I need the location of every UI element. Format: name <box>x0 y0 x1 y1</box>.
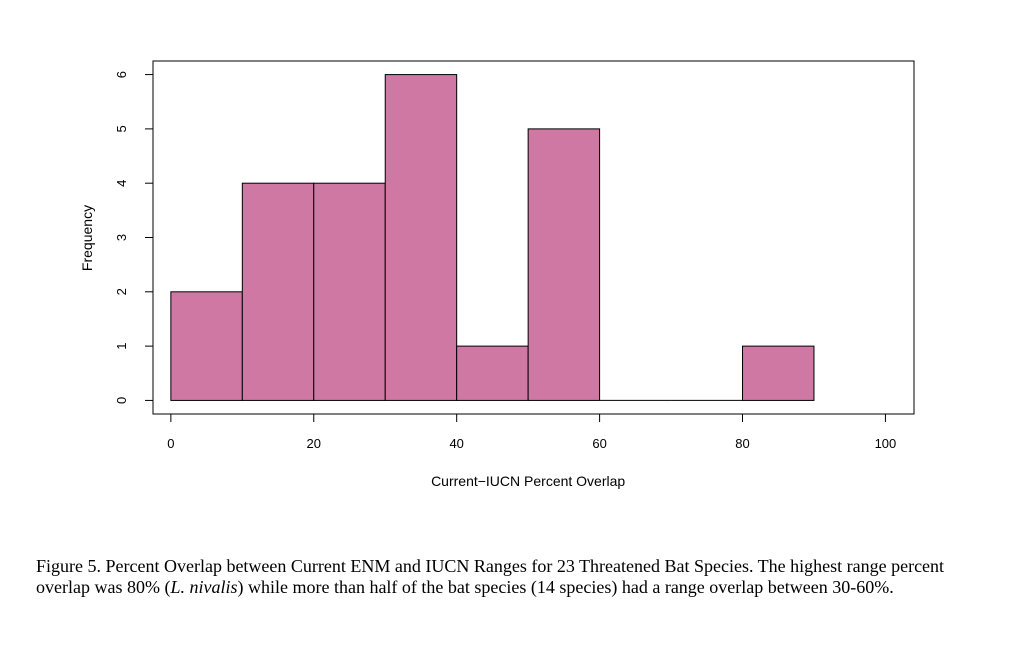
x-axis-label: Current−IUCN Percent Overlap <box>431 473 625 489</box>
x-tick-label: 100 <box>875 436 897 451</box>
caption-species-name: L. nivalis <box>170 577 238 597</box>
x-tick-label: 60 <box>592 436 606 451</box>
histogram-bar <box>456 345 529 401</box>
histogram-bar <box>313 182 386 401</box>
x-tick-label: 40 <box>449 436 463 451</box>
histogram-bar <box>241 182 315 401</box>
y-tick-label: 6 <box>114 71 129 78</box>
figure-caption: Figure 5. Percent Overlap between Curren… <box>36 556 986 598</box>
histogram-bar <box>170 291 243 401</box>
y-tick-label: 4 <box>114 180 129 187</box>
y-tick-label: 1 <box>114 342 129 349</box>
x-axis: 0 20 40 60 80 100 <box>167 413 897 451</box>
y-tick-label: 0 <box>114 397 129 404</box>
histogram-bar <box>384 74 458 401</box>
histogram-bar <box>527 128 601 401</box>
x-tick-label: 20 <box>307 436 321 451</box>
y-tick-label: 5 <box>114 125 129 132</box>
caption-text-start: Figure 5. Percent Overlap between Curren… <box>36 556 945 597</box>
x-tick-label: 0 <box>167 436 174 451</box>
y-tick-label: 3 <box>114 234 129 241</box>
histogram-bar <box>742 345 815 401</box>
x-tick-label: 80 <box>735 436 749 451</box>
histogram-bars <box>170 74 815 401</box>
caption-text-end: ) while more than half of the bat specie… <box>237 577 894 597</box>
y-tick-label: 2 <box>114 288 129 295</box>
y-axis-label: Frequency <box>79 205 95 271</box>
y-axis: 0 1 2 3 4 5 6 <box>114 71 154 404</box>
